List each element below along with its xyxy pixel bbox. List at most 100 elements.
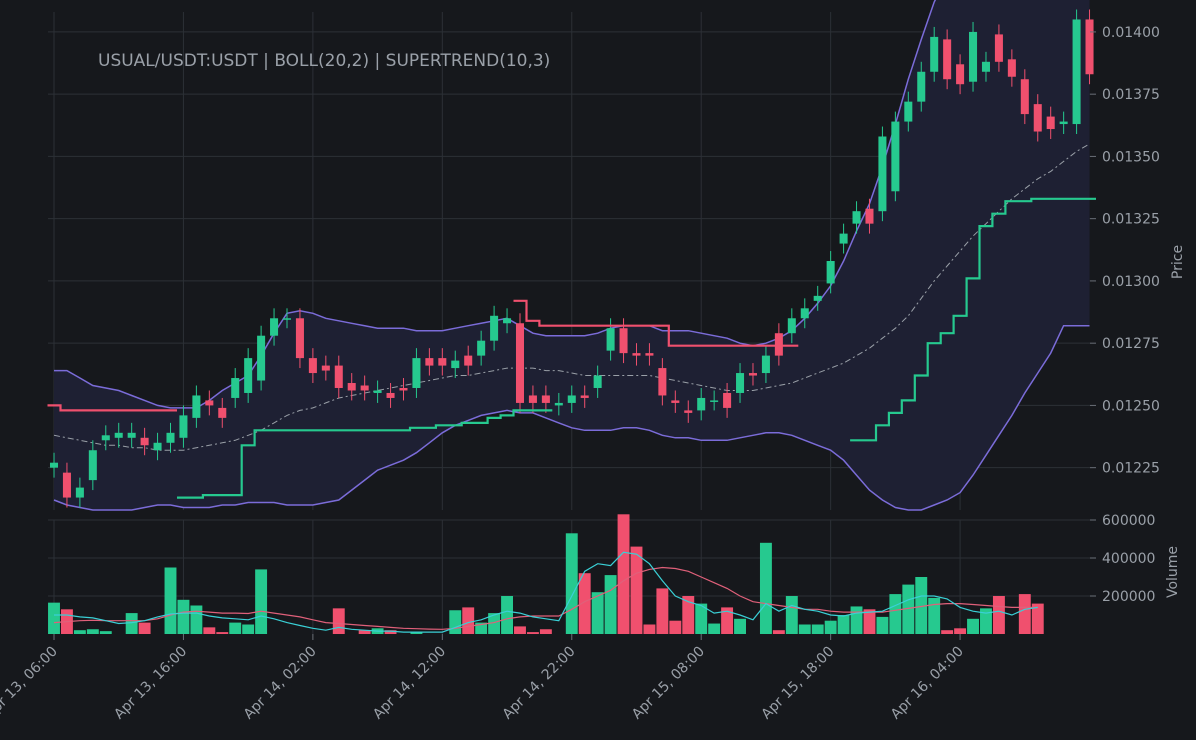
candle-up	[231, 378, 240, 398]
candle-up	[567, 395, 576, 403]
candle-down	[865, 208, 874, 224]
candle-up	[244, 358, 253, 393]
candle-up	[153, 442, 162, 451]
volume-bar-up	[410, 632, 423, 634]
volume-tick-label: 400000	[1102, 551, 1155, 567]
chart-title: USUAL/USDT:USDT | BOLL(20,2) | SUPERTREN…	[98, 51, 550, 71]
volume-bar-down	[1031, 603, 1044, 634]
volume-bar-up	[889, 594, 902, 634]
volume-bar-up	[48, 602, 60, 634]
volume-bar-up	[591, 592, 604, 634]
volume-bar-up	[99, 631, 112, 634]
candle-down	[943, 39, 952, 80]
volume-bar-up	[488, 613, 501, 634]
volume-bar-up	[449, 610, 462, 634]
volume-bar-up	[734, 618, 746, 634]
candle-up	[503, 318, 512, 324]
volume-bar-up	[86, 629, 99, 634]
volume-bar-down	[539, 629, 552, 634]
candle-down	[684, 410, 693, 413]
volume-bar-down	[721, 607, 734, 634]
candle-down	[308, 358, 317, 374]
volume-bar-up	[850, 606, 863, 634]
volume-bar-up	[695, 603, 708, 634]
volume-bar-up	[73, 630, 86, 634]
candle-up	[606, 328, 615, 351]
volume-bar-up	[177, 599, 190, 634]
volume-bar-up	[785, 596, 798, 634]
supertrend-line	[47, 197, 1096, 499]
price-tick-label: 0.01325	[1102, 212, 1160, 228]
candle-up	[114, 432, 123, 438]
candle-down	[956, 64, 965, 85]
price-y-axis: 0.01225 0.01250 0.01275 0.01300 0.01325 0.013…	[1090, 25, 1160, 477]
candle-up	[904, 101, 913, 122]
candlesticks	[49, 9, 1094, 508]
candle-up	[800, 308, 809, 319]
volume-bar-down	[630, 546, 643, 634]
candle-down	[464, 355, 473, 366]
candle-up	[826, 261, 835, 284]
candle-up	[554, 402, 563, 406]
volume-bar-down	[526, 632, 539, 634]
volume-bar-up	[190, 605, 203, 634]
volume-bar-up	[604, 575, 617, 634]
volume-bar-down	[138, 622, 151, 634]
candle-down	[658, 368, 667, 396]
volume-tick-label: 600000	[1102, 513, 1155, 529]
volume-bar-up	[928, 597, 941, 634]
candle-down	[580, 395, 589, 398]
price-tick-label: 0.01400	[1102, 25, 1160, 41]
candle-down	[1020, 79, 1029, 115]
candle-down	[774, 333, 783, 356]
volume-bar-down	[954, 628, 967, 634]
candle-down	[334, 365, 343, 388]
candle-up	[166, 432, 175, 443]
volume-tick-label: 200000	[1102, 589, 1155, 605]
candle-down	[218, 407, 227, 418]
candle-up	[101, 435, 110, 441]
volume-bar-down	[772, 630, 785, 634]
price-tick-label: 0.01300	[1102, 274, 1160, 290]
volume-bar-down	[578, 573, 591, 634]
candle-up	[373, 390, 382, 393]
volume-bar-down	[332, 608, 345, 634]
candle-down	[619, 328, 628, 354]
candle-down	[515, 323, 525, 403]
price-axis-title: Price	[1170, 245, 1186, 279]
candle-up	[88, 450, 97, 481]
candle-down	[399, 387, 408, 391]
volume-bar-down	[216, 632, 229, 634]
volume-bar-up	[980, 608, 992, 634]
volume-bar-up	[824, 620, 837, 634]
candle-down	[1033, 104, 1042, 132]
volume-y-axis: 200000 400000 600000	[1090, 513, 1155, 605]
candle-up	[490, 315, 499, 341]
candle-up	[969, 31, 978, 82]
supertrend-down-line	[47, 299, 799, 412]
volume-bar-down	[617, 514, 630, 634]
volume-bar-up	[759, 542, 772, 634]
candle-down	[528, 395, 537, 403]
bollinger-lower-line	[53, 324, 1090, 511]
price-tick-label: 0.01250	[1102, 398, 1160, 414]
candle-up	[930, 36, 939, 72]
candle-down	[360, 385, 369, 391]
volume-axis-title: Volume	[1165, 546, 1181, 598]
volume-bar-down	[669, 620, 682, 634]
volume-bar-up	[811, 624, 824, 634]
volume-sma-fast	[54, 551, 1038, 633]
volume-bar-down	[384, 630, 397, 634]
candle-down	[1007, 59, 1016, 77]
volume-bar-down	[358, 630, 371, 634]
volume-bar-up	[837, 615, 850, 634]
candle-up	[127, 432, 136, 438]
volume-bar-up	[501, 596, 513, 634]
candle-down	[645, 353, 654, 356]
candle-up	[710, 400, 719, 402]
candle-up	[179, 415, 188, 438]
candle-up	[451, 360, 460, 369]
volume-bar-down	[863, 609, 876, 634]
supertrend-up-line	[177, 197, 1096, 499]
